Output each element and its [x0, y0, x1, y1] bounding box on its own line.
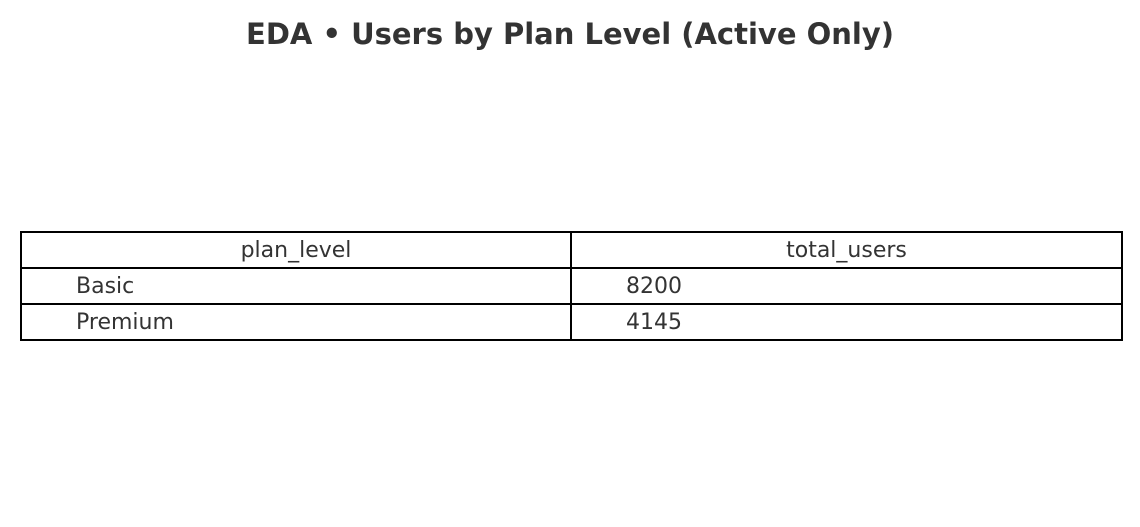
- table-row: Basic 8200: [20, 267, 1123, 305]
- table-row: Premium 4145: [20, 303, 1123, 341]
- table-cell-plan-level: Premium: [20, 303, 572, 341]
- data-table: plan_level total_users Basic 8200 Premiu…: [20, 231, 1123, 341]
- column-header-total-users: total_users: [570, 231, 1123, 269]
- table-cell-total-users: 8200: [570, 267, 1123, 305]
- chart-title: EDA • Users by Plan Level (Active Only): [246, 17, 894, 51]
- table-cell-total-users: 4145: [570, 303, 1123, 341]
- table-header-row: plan_level total_users: [20, 231, 1123, 269]
- table-cell-plan-level: Basic: [20, 267, 572, 305]
- column-header-plan-level: plan_level: [20, 231, 572, 269]
